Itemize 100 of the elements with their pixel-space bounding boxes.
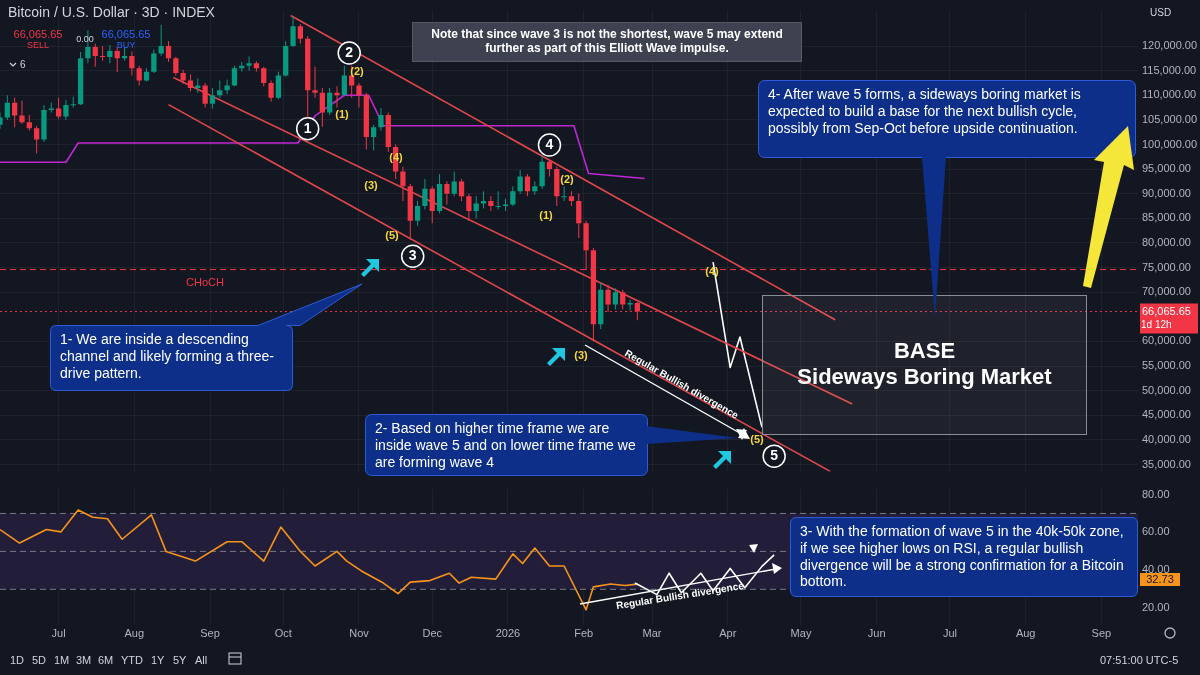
annotation: (1) — [334, 108, 350, 122]
candlestick — [231, 65, 238, 87]
candlestick — [473, 195, 479, 219]
y-tick-label: 60.00 — [1142, 525, 1170, 538]
candlestick — [414, 200, 421, 227]
candlestick — [451, 171, 457, 197]
annotation: BUY — [115, 40, 137, 51]
candlestick — [63, 99, 69, 121]
text: 1M — [54, 654, 71, 668]
y-tick-label: 20.00 — [1142, 601, 1170, 614]
annotation: SELL — [26, 40, 50, 51]
candlestick — [524, 173, 531, 197]
annotation: BASE — [892, 338, 957, 365]
text: 6M — [98, 654, 115, 668]
text: 1Y — [151, 654, 166, 668]
candlestick — [341, 65, 347, 97]
candlestick — [510, 185, 516, 207]
annotation: 1 — [303, 119, 312, 136]
candlestick — [114, 46, 120, 73]
candlestick — [495, 190, 501, 210]
y-tick-label: 80.00 — [1142, 487, 1170, 500]
candlestick — [4, 94, 10, 121]
candlestick — [209, 87, 216, 110]
y-tick-label: 115,000.00 — [1142, 63, 1197, 76]
y-tick-label: 40,000.00 — [1142, 432, 1191, 445]
text: 5D — [32, 654, 48, 668]
annotation: (1) — [538, 209, 554, 223]
candlestick — [620, 289, 626, 310]
candlestick — [371, 124, 377, 151]
annotation: (5) — [384, 229, 400, 243]
ref-line-label: 66,065.65 — [1142, 304, 1191, 317]
candlestick — [517, 169, 523, 195]
candlestick — [576, 193, 582, 239]
annotation: (3) — [363, 179, 379, 193]
candlestick — [19, 100, 25, 125]
x-tick-label: Jul — [942, 627, 957, 640]
candlestick — [246, 55, 252, 72]
text: YTD — [121, 654, 144, 668]
candlestick — [488, 195, 494, 212]
candlestick — [290, 16, 296, 48]
x-tick-label: Feb — [574, 627, 594, 640]
text: All — [195, 654, 209, 668]
candlestick — [400, 166, 406, 202]
candlestick — [136, 65, 142, 86]
x-tick-label: Mar — [642, 627, 662, 640]
candlestick — [466, 193, 472, 222]
x-tick-label: Jul — [51, 627, 66, 640]
text: USD — [1150, 7, 1173, 19]
candlestick — [422, 178, 428, 210]
x-tick-label: Aug — [124, 627, 145, 640]
annotation: (2) — [559, 173, 575, 187]
candlestick — [429, 185, 435, 224]
y-tick-label: 100,000.00 — [1142, 137, 1198, 150]
x-tick-label: May — [790, 627, 812, 640]
candlestick — [561, 185, 567, 202]
candlestick — [444, 180, 450, 206]
y-tick-label: 40.00 — [1142, 563, 1170, 576]
candlestick — [356, 82, 362, 109]
annotation: 66,065.65 — [100, 28, 152, 42]
x-tick-label: Oct — [274, 627, 292, 640]
candlestick — [319, 87, 325, 128]
text: 3M — [76, 654, 93, 668]
annotation: Regular Bullish divergence — [614, 579, 746, 613]
candlestick — [202, 82, 208, 109]
y-tick-label: 35,000.00 — [1142, 457, 1191, 470]
candlestick — [261, 66, 267, 87]
candlestick — [378, 107, 384, 132]
candlestick — [173, 56, 179, 77]
y-tick-label: 55,000.00 — [1142, 359, 1191, 372]
candlestick — [151, 48, 157, 74]
text: 1d 12h — [1141, 319, 1173, 331]
annotation: 3 — [408, 247, 417, 264]
y-tick-label: 60,000.00 — [1142, 334, 1191, 347]
chart-title: Bitcoin / U.S. Dollar · 3D · INDEX — [8, 4, 215, 21]
y-tick-label: 80,000.00 — [1142, 236, 1191, 248]
text: 07:51:00 UTC-5 — [1100, 654, 1180, 668]
y-tick-label: 110,000.00 — [1142, 88, 1197, 101]
y-tick-label: 70,000.00 — [1142, 285, 1191, 298]
candlestick — [297, 23, 304, 45]
candlestick — [70, 96, 76, 109]
x-tick-label: Aug — [1015, 627, 1036, 640]
x-tick-label: 2026 — [495, 627, 521, 640]
candlestick — [224, 79, 230, 95]
y-tick-label: 75,000.00 — [1142, 260, 1191, 273]
annotation: 2- Based on higher time frame we are inside wave 5 and on lower time frame we are forming wave 4 — [375, 420, 636, 470]
annotation: 1- We are inside a descending channel and likely forming a three-drive pattern. — [59, 330, 275, 383]
candlestick — [327, 87, 333, 116]
x-tick-label: Dec — [422, 627, 443, 640]
candlestick — [268, 80, 274, 103]
candlestick — [165, 40, 172, 63]
candlestick — [99, 45, 106, 62]
x-tick-label: Jun — [867, 627, 886, 640]
y-tick-label: 95,000.00 — [1142, 162, 1191, 175]
candlestick — [92, 43, 98, 68]
y-tick-label: 90,000.00 — [1142, 186, 1191, 199]
y-tick-label: 120,000.00 — [1142, 39, 1198, 52]
annotation: 2 — [345, 43, 354, 60]
candlestick — [612, 287, 619, 310]
ref-line-label: CHoCH — [186, 276, 224, 289]
candlestick — [334, 85, 340, 109]
